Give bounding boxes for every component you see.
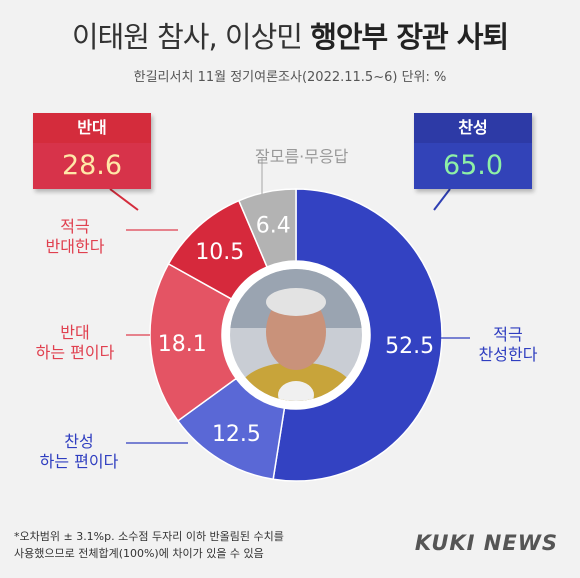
label-strong-approve: 적극 찬성한다	[473, 325, 543, 365]
value-label-dontknow: 6.4	[256, 213, 291, 238]
title-bold: 행안부 장관 사퇴	[310, 20, 509, 54]
oppose-box-pointer	[109, 188, 139, 211]
value-label-oppose-somewhat: 18.1	[158, 332, 207, 357]
value-label-strong-oppose: 10.5	[195, 240, 244, 265]
kuki-news-logo: KUKI NEWS	[414, 531, 558, 555]
label-oppose-somewhat-line2: 하는 편이다	[35, 343, 115, 362]
value-label-strong-approve: 52.5	[385, 334, 434, 359]
footnote-line1: *오차범위 ± 3.1%p. 소수점 두자리 이하 반올림된 수치를	[14, 530, 284, 543]
approve-box-pointer	[433, 188, 451, 211]
approve-total-value: 65.0	[414, 143, 532, 189]
oppose-total-label: 반대	[33, 113, 151, 143]
label-strong-oppose-line1: 적극	[60, 217, 90, 236]
value-label-approve-somewhat: 12.5	[212, 422, 261, 447]
label-strong-oppose: 적극 반대한다	[20, 217, 130, 257]
approve-total-label: 찬성	[414, 113, 532, 143]
label-dontknow: 잘모름·무응답	[255, 147, 349, 166]
label-approve-somewhat-line1: 찬성	[64, 432, 94, 451]
label-strong-approve-line1: 적극	[493, 325, 523, 344]
oppose-total-value: 28.6	[33, 143, 151, 189]
chart-subtitle: 한길리서치 11월 정기여론조사(2022.11.5~6) 단위: %	[133, 70, 447, 85]
label-oppose-somewhat: 반대 하는 편이다	[20, 323, 130, 363]
label-approve-somewhat: 찬성 하는 편이다	[24, 432, 134, 472]
donut-segments	[149, 188, 443, 482]
footnote-line2: 사용했으므로 전체합계(100%)에 차이가 있을 수 있음	[14, 547, 264, 560]
footnote: *오차범위 ± 3.1%p. 소수점 두자리 이하 반올림된 수치를 사용했으므…	[14, 528, 284, 562]
chart-title: 이태원 참사, 이상민 행안부 장관 사퇴	[0, 14, 580, 56]
label-strong-approve-line2: 찬성한다	[478, 345, 538, 364]
approve-total-box: 찬성 65.0	[414, 113, 532, 189]
title-normal: 이태원 참사, 이상민	[71, 20, 311, 54]
label-approve-somewhat-line2: 하는 편이다	[39, 452, 119, 471]
label-strong-oppose-line2: 반대한다	[45, 237, 105, 256]
oppose-total-box: 반대 28.6	[33, 113, 151, 189]
label-oppose-somewhat-line1: 반대	[60, 323, 90, 342]
